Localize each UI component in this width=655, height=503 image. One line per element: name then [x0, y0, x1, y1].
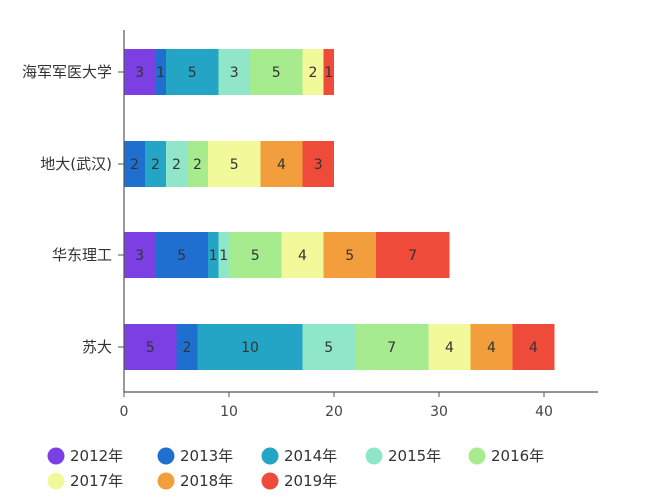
bar-segment — [512, 324, 555, 370]
bar-data-label: 5 — [345, 248, 354, 264]
legend: 2012年 2013年 2014年 2015年 2016年 2017年 2018年 2019年 — [47, 447, 545, 490]
bar-data-label: 1 — [324, 65, 333, 81]
bar-segment — [281, 232, 324, 278]
bar-segment — [355, 324, 429, 370]
bar-data-label: 2 — [130, 157, 139, 173]
bar-data-label: 7 — [408, 248, 417, 264]
x-tick-label: 10 — [220, 404, 238, 420]
bar-data-label: 1 — [209, 248, 218, 264]
legend-swatch — [261, 472, 279, 490]
bar-data-label: 3 — [135, 65, 144, 81]
category-label: 华东理工 — [52, 246, 112, 264]
bar-segment — [124, 49, 156, 95]
bar-data-label: 4 — [277, 157, 286, 173]
bar-data-label: 2 — [151, 157, 160, 173]
bar-segment — [145, 141, 166, 187]
category-label: 海军军医大学 — [22, 63, 112, 81]
bar-data-label: 10 — [241, 340, 259, 356]
category-label: 地大(武汉) — [40, 155, 112, 173]
x-tick-label: 30 — [430, 404, 448, 420]
legend-item[interactable]: 2014年 — [261, 447, 338, 465]
legend-item[interactable]: 2016年 — [468, 447, 545, 465]
bars-layer: 3 1 5 3 5 2 12 2 2 2 5 4 33 5 1 1 5 4 5 75 2 10 5 7 4 4 4 — [124, 49, 555, 370]
bar-data-label: 4 — [298, 248, 307, 264]
bar-data-label: 5 — [177, 248, 186, 264]
bar-segment — [260, 141, 303, 187]
bar-segment — [323, 49, 334, 95]
bar-segment — [197, 324, 303, 370]
bar-data-label: 4 — [529, 340, 538, 356]
bar-segment — [302, 324, 355, 370]
bar-data-label: 2 — [183, 340, 192, 356]
bar-data-label: 5 — [146, 340, 155, 356]
legend-swatch — [468, 447, 486, 465]
bar-data-label: 2 — [172, 157, 181, 173]
legend-item[interactable]: 2018年 — [157, 472, 234, 490]
bar-data-label: 3 — [314, 157, 323, 173]
legend-item[interactable]: 2015年 — [365, 447, 442, 465]
bar-segment — [166, 49, 219, 95]
bar-segment — [155, 232, 208, 278]
bar-segment — [124, 232, 156, 278]
legend-item[interactable]: 2019年 — [261, 472, 338, 490]
bar-segment — [218, 232, 229, 278]
bar-data-label: 4 — [445, 340, 454, 356]
legend-label: 2013年 — [180, 447, 233, 465]
bar-segment — [124, 324, 177, 370]
bar-data-label: 5 — [188, 65, 197, 81]
legend-swatch — [157, 447, 175, 465]
bar-data-label: 4 — [487, 340, 496, 356]
bar-data-label: 1 — [156, 65, 165, 81]
legend-label: 2012年 — [70, 447, 123, 465]
bar-data-label: 2 — [193, 157, 202, 173]
legend-item[interactable]: 2013年 — [157, 447, 234, 465]
bar-segment — [376, 232, 450, 278]
x-tick-label: 40 — [535, 404, 553, 420]
bar-data-label: 5 — [272, 65, 281, 81]
legend-swatch — [261, 447, 279, 465]
category-label: 苏大 — [82, 338, 112, 356]
bar-segment — [208, 232, 219, 278]
bar-segment — [229, 232, 282, 278]
bar-segment — [428, 324, 471, 370]
bar-segment — [176, 324, 198, 370]
bar-segment — [208, 141, 261, 187]
legend-swatch — [365, 447, 383, 465]
bar-data-label: 1 — [219, 248, 228, 264]
legend-swatch — [157, 472, 175, 490]
bar-segment — [124, 141, 145, 187]
legend-item[interactable]: 2017年 — [47, 472, 124, 490]
bar-segment — [302, 141, 334, 187]
bar-data-label: 5 — [230, 157, 239, 173]
bar-data-label: 3 — [135, 248, 144, 264]
legend-swatch — [47, 472, 65, 490]
bar-data-label: 7 — [387, 340, 396, 356]
bar-segment — [302, 49, 324, 95]
legend-label: 2015年 — [388, 447, 441, 465]
legend-label: 2017年 — [70, 472, 123, 490]
legend-swatch — [47, 447, 65, 465]
legend-item[interactable]: 2012年 — [47, 447, 124, 465]
legend-label: 2019年 — [284, 472, 337, 490]
legend-label: 2016年 — [491, 447, 544, 465]
bar-segment — [155, 49, 166, 95]
bar-segment — [323, 232, 376, 278]
x-tick-label: 20 — [325, 404, 343, 420]
bar-segment — [166, 141, 187, 187]
bar-segment — [470, 324, 513, 370]
legend-label: 2014年 — [284, 447, 337, 465]
bar-data-label: 5 — [251, 248, 260, 264]
legend-label: 2018年 — [180, 472, 233, 490]
x-tick-label: 0 — [120, 404, 129, 420]
bar-data-label: 3 — [230, 65, 239, 81]
bar-segment — [250, 49, 303, 95]
bar-segment — [218, 49, 250, 95]
bar-data-label: 5 — [324, 340, 333, 356]
bar-data-label: 2 — [309, 65, 318, 81]
bar-segment — [187, 141, 208, 187]
